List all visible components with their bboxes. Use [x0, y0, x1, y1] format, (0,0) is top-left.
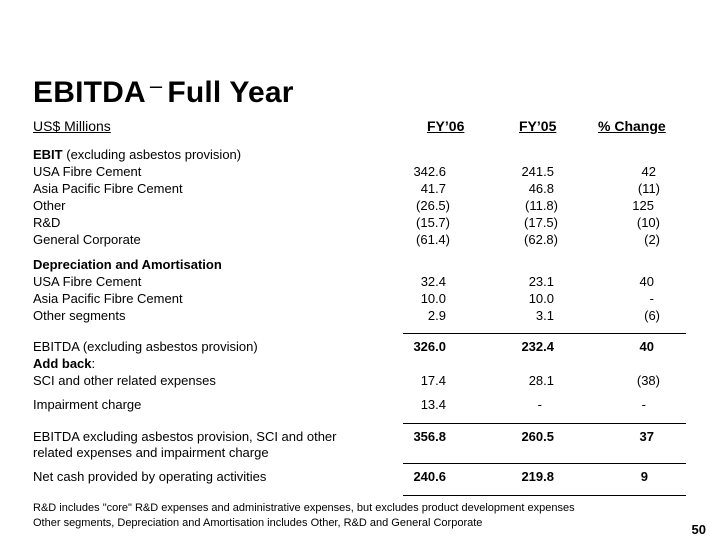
row-label: EBITDA (excluding asbestos provision): [33, 339, 258, 354]
row-label: Impairment charge: [33, 397, 142, 412]
title-rest: Full Year: [167, 76, 294, 109]
value-change: 9: [640, 469, 648, 484]
value-fy06: 10.0: [420, 291, 446, 306]
column-header-fy06: FY’06: [427, 118, 465, 134]
divider-rule: [403, 423, 686, 424]
value-fy06: (26.5): [416, 198, 450, 213]
value-change: -: [649, 291, 654, 306]
value-fy05: 260.5: [521, 429, 554, 444]
column-header-fy05: FY’05: [519, 118, 557, 134]
row-label: SCI and other related expenses: [33, 373, 216, 388]
value-fy06: 2.9: [427, 308, 446, 323]
value-fy05: 28.1: [528, 373, 554, 388]
row-label: Net cash provided by operating activitie…: [33, 469, 267, 484]
value-fy05: (62.8): [524, 232, 558, 247]
addback-label: Add back:: [33, 356, 96, 371]
table-row: General Corporate (61.4) (62.8) (2): [0, 231, 720, 248]
footnote: R&D includes "core" R&D expenses and adm…: [33, 502, 575, 514]
title-dash: –: [149, 73, 163, 98]
value-change: (6): [644, 308, 660, 323]
value-fy06: 342.6: [413, 164, 446, 179]
table-row: R&D (15.7) (17.5) (10): [0, 214, 720, 231]
value-fy06: 17.4: [420, 373, 446, 388]
da-heading-row: Depreciation and Amortisation: [0, 256, 720, 273]
value-change: (11): [637, 181, 660, 196]
column-header-change: % Change: [598, 118, 666, 134]
value-fy05: 10.0: [528, 291, 554, 306]
value-fy06: (61.4): [416, 232, 450, 247]
value-fy05: 219.8: [521, 469, 554, 484]
table-row: USA Fibre Cement 342.6 241.5 42: [0, 163, 720, 180]
slide-title: EBITDA – Full Year: [33, 73, 294, 110]
value-change: 40: [639, 339, 654, 354]
value-fy06: 326.0: [413, 339, 446, 354]
net-cash-row: Net cash provided by operating activitie…: [0, 468, 720, 485]
units-label: US$ Millions: [33, 118, 111, 134]
ebit-heading: EBIT (excluding asbestos provision): [33, 147, 242, 162]
da-heading: Depreciation and Amortisation: [33, 257, 222, 272]
value-fy06: 32.4: [420, 274, 446, 289]
divider-rule: [403, 463, 686, 464]
table-row: Asia Pacific Fibre Cement 10.0 10.0 -: [0, 290, 720, 307]
table-row: Other (26.5) (11.8) 125: [0, 197, 720, 214]
table-row: Asia Pacific Fibre Cement 41.7 46.8 (11): [0, 180, 720, 197]
table-row: Other segments 2.9 3.1 (6): [0, 307, 720, 324]
addback-row: Add back:: [0, 355, 720, 372]
value-change: 125: [632, 198, 654, 213]
value-fy05: 23.1: [528, 274, 554, 289]
footnote: Other segments, Depreciation and Amortis…: [33, 517, 483, 529]
row-label: Asia Pacific Fibre Cement: [33, 181, 183, 196]
row-label: USA Fibre Cement: [33, 164, 142, 179]
value-fy05: (11.8): [525, 198, 558, 213]
value-change: (2): [644, 232, 660, 247]
row-label: Asia Pacific Fibre Cement: [33, 291, 183, 306]
row-label: General Corporate: [33, 232, 141, 247]
divider-rule: [403, 333, 686, 334]
value-change: 42: [641, 164, 656, 179]
value-change: -: [641, 397, 646, 412]
page-number: 50: [691, 522, 706, 537]
table-row: Impairment charge 13.4 - -: [0, 396, 720, 413]
value-fy06: 13.4: [420, 397, 446, 412]
ebit-heading-row: EBIT (excluding asbestos provision): [0, 146, 720, 163]
divider-rule: [403, 495, 686, 496]
value-fy05: 241.5: [521, 164, 554, 179]
ebitda-excluding-row-cont: related expenses and impairment charge: [0, 444, 720, 461]
ebitda-row: EBITDA (excluding asbestos provision) 32…: [0, 338, 720, 355]
value-fy05: -: [537, 397, 542, 412]
row-label: EBITDA excluding asbestos provision, SCI…: [33, 429, 337, 444]
value-change: (10): [636, 215, 660, 230]
table-row: USA Fibre Cement 32.4 23.1 40: [0, 273, 720, 290]
value-fy06: 240.6: [413, 469, 446, 484]
title-main: EBITDA: [33, 76, 146, 109]
value-change: (38): [636, 373, 660, 388]
row-label: Other segments: [33, 308, 126, 323]
row-label-continued: related expenses and impairment charge: [33, 445, 269, 460]
value-fy05: 46.8: [528, 181, 554, 196]
value-fy06: 356.8: [413, 429, 446, 444]
value-fy05: (17.5): [524, 215, 558, 230]
value-change: 40: [639, 274, 654, 289]
row-label: R&D: [33, 215, 61, 230]
value-change: 37: [639, 429, 654, 444]
ebitda-excluding-row: EBITDA excluding asbestos provision, SCI…: [0, 428, 720, 445]
value-fy06: (15.7): [416, 215, 450, 230]
table-row: SCI and other related expenses 17.4 28.1…: [0, 372, 720, 389]
value-fy05: 232.4: [521, 339, 554, 354]
row-label: Other: [33, 198, 66, 213]
row-label: USA Fibre Cement: [33, 274, 142, 289]
value-fy06: 41.7: [420, 181, 446, 196]
value-fy05: 3.1: [535, 308, 554, 323]
